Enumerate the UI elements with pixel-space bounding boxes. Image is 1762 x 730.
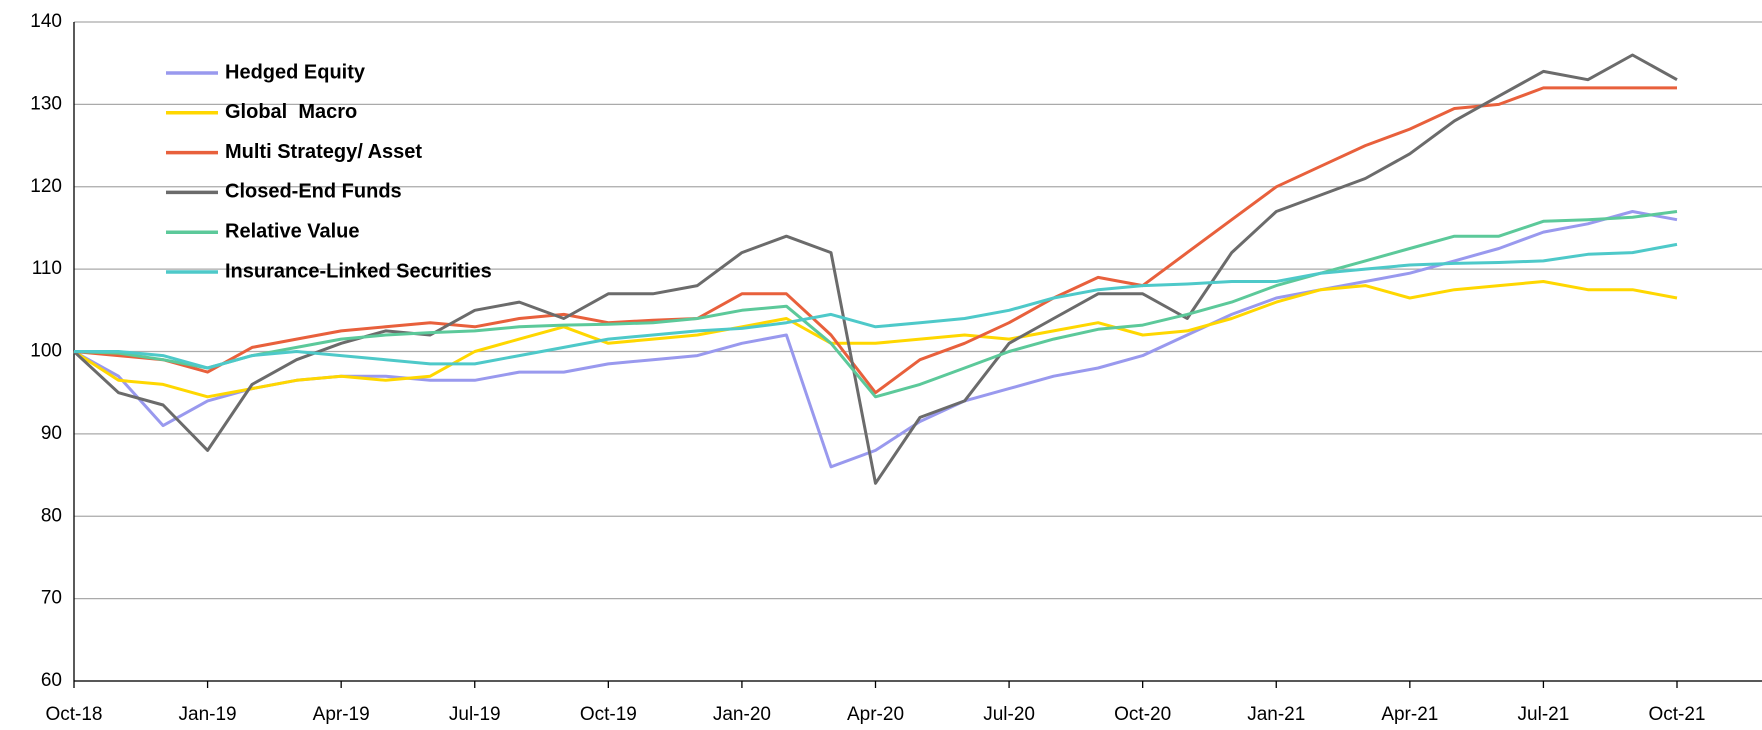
y-tick-label: 90 <box>41 423 62 444</box>
x-tick-label: Jan-20 <box>713 704 771 725</box>
x-tick-label: Oct-18 <box>45 704 102 725</box>
x-tick-label: Jul-20 <box>983 704 1035 725</box>
x-tick-label: Jul-21 <box>1518 704 1570 725</box>
x-tick-label: Oct-20 <box>1114 704 1171 725</box>
y-tick-label: 130 <box>30 93 62 114</box>
legend-label: Relative Value <box>225 220 360 242</box>
x-tick-label: Jan-21 <box>1247 704 1305 725</box>
x-tick-label: Oct-21 <box>1648 704 1705 725</box>
x-tick-label: Jan-19 <box>179 704 237 725</box>
y-tick-label: 140 <box>30 11 62 32</box>
y-tick-label: 70 <box>41 588 62 609</box>
x-tick-label: Apr-20 <box>847 704 904 725</box>
x-tick-label: Jul-19 <box>449 704 501 725</box>
y-tick-label: 80 <box>41 505 62 526</box>
x-tick-label: Apr-19 <box>313 704 370 725</box>
series-line <box>73 210 1678 469</box>
series-line <box>74 242 1678 370</box>
x-tick-label: Apr-21 <box>1381 704 1438 725</box>
series-line <box>72 53 1678 485</box>
y-tick-label: 100 <box>30 341 62 362</box>
legend-label: Insurance-Linked Securities <box>225 260 492 282</box>
y-tick-label: 120 <box>30 176 62 197</box>
legend-label: Hedged Equity <box>225 61 366 83</box>
y-tick-label: 60 <box>41 670 62 691</box>
legend-label: Closed-End Funds <box>225 181 402 203</box>
y-tick-label: 110 <box>32 258 62 279</box>
x-tick-label: Oct-19 <box>580 704 637 725</box>
series-line <box>73 280 1678 399</box>
series-line <box>73 210 1678 399</box>
legend-label: Global Macro <box>225 101 357 123</box>
legend-label: Multi Strategy/ Asset <box>225 141 422 163</box>
series-line <box>73 86 1677 395</box>
